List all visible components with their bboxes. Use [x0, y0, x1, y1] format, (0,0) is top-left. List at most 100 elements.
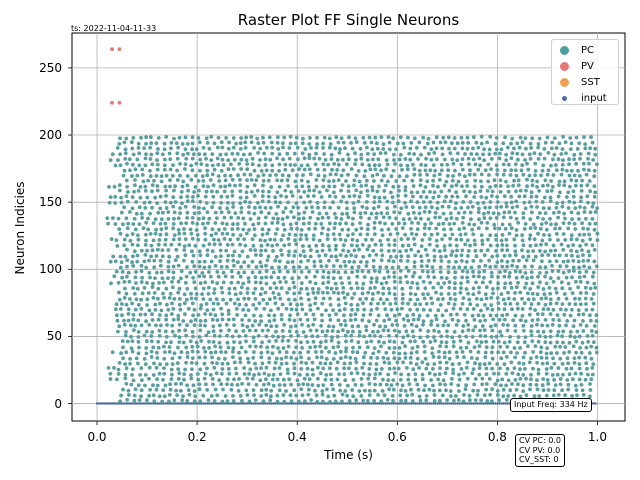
pc-spike	[310, 334, 315, 339]
chart-title: Raster Plot FF Single Neurons	[237, 11, 460, 29]
pc-spike	[282, 135, 287, 140]
pc-spike	[315, 269, 319, 274]
pc-spike	[377, 269, 382, 274]
input-spike	[324, 402, 327, 405]
pc-spike	[279, 178, 284, 183]
pc-spike	[307, 269, 311, 274]
pc-spike	[343, 389, 348, 393]
input-spike	[137, 402, 141, 405]
pc-spike	[456, 211, 461, 215]
pc-spike	[135, 253, 140, 258]
pc-spike	[549, 366, 554, 370]
pc-spike	[308, 200, 312, 204]
pc-spike	[501, 172, 506, 177]
input-spike	[254, 402, 257, 405]
pc-spike	[116, 216, 121, 221]
pc-spike	[182, 244, 187, 249]
pc-spike	[252, 313, 256, 318]
pc-spike	[451, 339, 456, 344]
pc-spike	[185, 383, 190, 388]
pc-spike	[170, 312, 174, 316]
pc-spike	[507, 270, 512, 275]
pc-spike	[476, 226, 481, 231]
pc-spike	[259, 394, 264, 398]
pc-spike	[468, 243, 472, 248]
x-axis-label: Time (s)	[324, 448, 373, 462]
pc-spike	[329, 372, 333, 377]
pc-spike	[445, 162, 450, 167]
pc-spike	[189, 231, 194, 236]
pc-spike	[374, 367, 379, 372]
pc-spike	[420, 269, 425, 274]
pc-spike	[139, 248, 144, 253]
pc-spike	[533, 254, 538, 259]
input-spike	[213, 402, 217, 405]
pc-spike	[571, 344, 576, 349]
pc-spike	[210, 361, 215, 365]
pc-spike	[176, 313, 181, 318]
pc-spike	[476, 145, 481, 150]
pc-spike	[359, 226, 364, 231]
pc-spike	[266, 178, 271, 183]
pc-spike	[189, 178, 194, 182]
pc-spike	[363, 388, 367, 393]
pc-spike	[473, 242, 477, 247]
pc-spike	[379, 211, 384, 216]
pc-spike	[261, 140, 266, 145]
pc-spike	[127, 279, 132, 284]
pc-spike	[372, 200, 377, 205]
pc-spike	[593, 190, 598, 195]
pc-spike	[155, 162, 160, 167]
pc-spike	[267, 360, 271, 365]
pc-spike	[302, 210, 307, 215]
pc-spike	[562, 292, 567, 296]
pc-spike	[282, 399, 287, 404]
pc-spike	[351, 201, 356, 205]
pc-spike	[594, 330, 599, 334]
pc-spike	[106, 221, 110, 226]
pc-spike	[479, 220, 484, 225]
pc-spike	[237, 377, 242, 381]
pc-spike	[590, 329, 594, 333]
pc-spike	[150, 285, 155, 289]
pc-spike	[440, 204, 445, 209]
pc-spike	[474, 280, 478, 285]
pc-spike	[542, 233, 546, 237]
pc-spike	[488, 313, 493, 318]
pc-spike	[236, 173, 240, 178]
pc-spike	[137, 345, 141, 350]
pc-spike	[297, 291, 302, 295]
pc-spike	[315, 135, 319, 140]
pc-spike	[219, 210, 224, 215]
pc-spike	[142, 200, 147, 205]
pc-spike	[427, 226, 432, 231]
pc-spike	[387, 215, 392, 220]
pc-spike	[473, 398, 478, 402]
pc-spike	[181, 394, 185, 398]
pc-spike	[415, 227, 420, 232]
pc-spike	[267, 373, 271, 377]
pc-spike	[313, 162, 318, 167]
pc-spike	[455, 312, 459, 317]
pc-spike	[406, 269, 411, 273]
pc-spike	[409, 141, 414, 145]
pc-spike	[292, 285, 297, 290]
pc-spike	[227, 371, 232, 376]
pc-spike	[270, 265, 274, 270]
pc-spike	[579, 199, 583, 204]
pc-spike	[444, 344, 449, 349]
pc-spike	[513, 210, 517, 215]
pc-spike	[548, 237, 552, 242]
pc-spike	[120, 270, 125, 274]
pc-spike	[191, 195, 195, 199]
pc-spike	[223, 184, 228, 189]
pc-spike	[286, 260, 290, 265]
pc-spike	[368, 167, 373, 172]
pc-spike	[552, 136, 557, 141]
pc-spike	[203, 226, 208, 231]
pc-spike	[528, 287, 533, 291]
pc-spike	[321, 383, 326, 387]
pc-spike	[147, 308, 152, 313]
pc-spike	[483, 303, 487, 307]
pc-spike	[477, 156, 482, 161]
